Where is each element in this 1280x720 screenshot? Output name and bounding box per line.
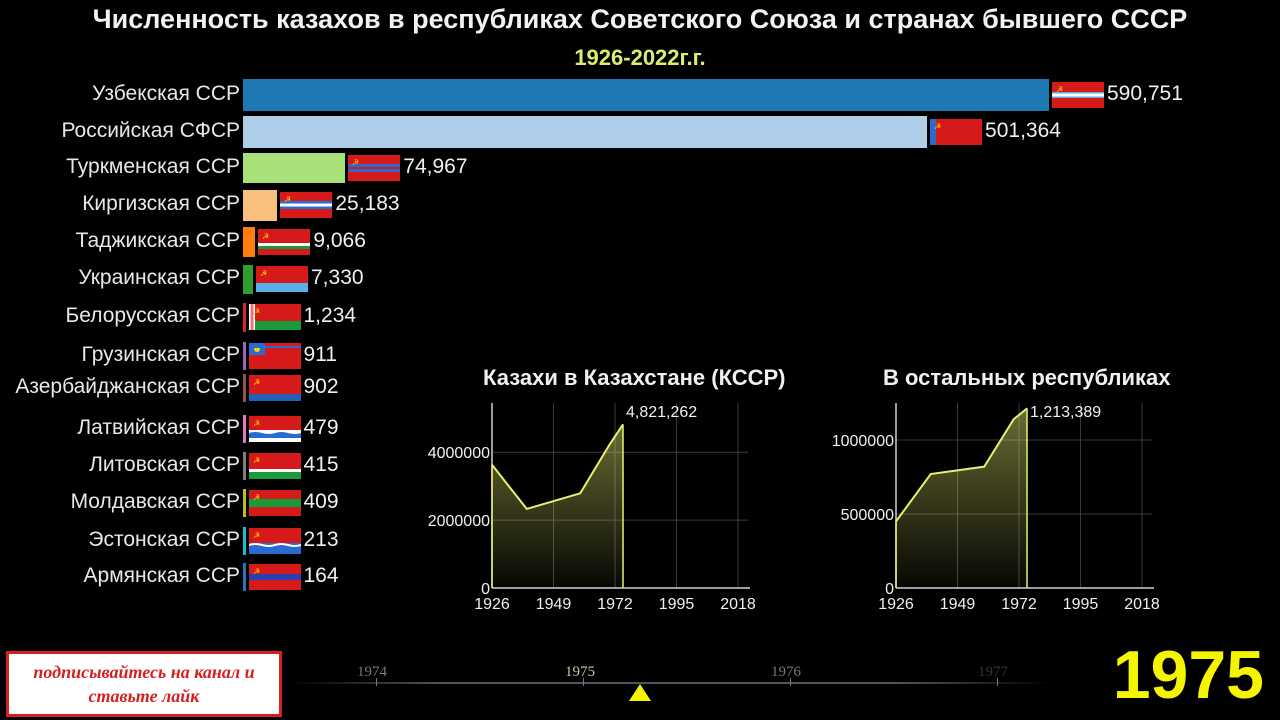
svg-text:☭: ☭ <box>253 307 260 316</box>
bar-value: 590,751 <box>1107 82 1183 105</box>
bar-label: Узбекская ССР <box>92 82 240 105</box>
timeline-tick <box>997 678 998 686</box>
moldavian-ssr-flag: ☭ <box>248 490 301 521</box>
subscribe-line-2: ставьте лайк <box>88 686 200 706</box>
bar-value: 501,364 <box>985 119 1061 142</box>
bar-value: 479 <box>303 416 339 439</box>
bar <box>243 527 246 555</box>
svg-text:☭: ☭ <box>253 567 260 576</box>
kirghiz-ssr-flag: ☭ <box>280 192 333 223</box>
bar <box>243 415 246 443</box>
bar-label: Молдавская ССР <box>70 490 240 513</box>
svg-text:☭: ☭ <box>262 232 269 241</box>
bar-value: 409 <box>303 490 339 513</box>
timeline-label: 1975 <box>565 664 595 680</box>
azerbaijan-ssr-flag: ☭ <box>248 375 301 406</box>
timeline-tick <box>376 678 377 686</box>
uzbek-ssr-flag: ☭ <box>1052 82 1104 113</box>
bar-label: Грузинская ССР <box>81 343 240 366</box>
bar <box>243 452 246 480</box>
chart-subtitle: 1926-2022г.г. <box>574 45 706 70</box>
georgian-ssr-flag <box>248 343 301 374</box>
bar <box>243 374 246 402</box>
bar-label: Азербайджанская ССР <box>15 375 240 398</box>
bar-label: Армянская ССР <box>83 564 240 587</box>
timeline[interactable]: 1974 1975 1976 1977 <box>290 660 1050 720</box>
bar-label: Украинская ССР <box>78 266 240 289</box>
svg-text:☭: ☭ <box>253 378 260 387</box>
bar-value: 25,183 <box>335 192 400 215</box>
bar <box>243 302 246 332</box>
timeline-label: 1976 <box>771 664 801 680</box>
svg-text:☭: ☭ <box>934 122 941 131</box>
svg-text:☭: ☭ <box>253 493 260 502</box>
svg-text:☭: ☭ <box>1056 85 1063 94</box>
bar <box>243 116 928 148</box>
bar-value: 74,967 <box>403 155 468 178</box>
turkmen-ssr-flag: ☭ <box>348 155 401 186</box>
bar-label: Таджикская ССР <box>75 229 240 252</box>
bar <box>243 264 253 294</box>
bar-value: 911 <box>303 343 337 366</box>
bar <box>243 153 346 183</box>
bar-value: 1,234 <box>303 304 357 327</box>
lithuanian-ssr-flag: ☭ <box>248 453 301 484</box>
bar-label: Туркменская ССР <box>66 155 240 178</box>
latvian-ssr-flag: ☭ <box>248 416 301 447</box>
bar-value: 213 <box>303 528 339 551</box>
bar <box>243 189 278 221</box>
ukrainian-ssr-flag: ☭ <box>256 266 308 297</box>
panel-title-kazakhstan: Казахи в Казахстане (КССР) <box>483 365 786 390</box>
subscribe-line-1: подписывайтесь на канал и <box>33 662 255 682</box>
svg-text:☭: ☭ <box>253 456 260 465</box>
bar-value: 902 <box>303 375 339 398</box>
bar <box>243 489 246 517</box>
timeline-track <box>290 682 1050 684</box>
bar-label: Латвийская ССР <box>77 416 240 439</box>
timeline-label: 1974 <box>357 664 387 680</box>
bar-value: 164 <box>303 564 339 587</box>
estonian-ssr-flag: ☭ <box>248 528 301 559</box>
bar-label: Киргизская ССР <box>82 192 240 215</box>
bar-label: Эстонская ССР <box>88 528 240 551</box>
timeline-tick <box>583 678 584 686</box>
bar-value: 9,066 <box>313 229 366 252</box>
svg-text:☭: ☭ <box>253 419 260 428</box>
subscribe-banner[interactable]: подписывайтесь на канал и ставьте лайк <box>6 651 282 717</box>
bar <box>243 342 246 370</box>
svg-text:☭: ☭ <box>284 195 291 204</box>
bar-label: Литовская ССР <box>89 453 240 476</box>
bar <box>243 227 256 257</box>
svg-text:☭: ☭ <box>352 158 359 167</box>
svg-text:☭: ☭ <box>260 269 267 278</box>
timeline-position-marker[interactable] <box>629 684 651 701</box>
chart-title: Численность казахов в республиках Советс… <box>92 4 1188 34</box>
current-year: 1975 <box>1112 637 1264 713</box>
panel-title-other-republics: В остальных республиках <box>883 365 1171 390</box>
bar <box>243 79 1049 111</box>
bar <box>243 563 246 591</box>
rsfsr-flag: ☭ <box>930 119 983 150</box>
armenian-ssr-flag: ☭ <box>248 564 301 595</box>
svg-text:☭: ☭ <box>253 531 260 540</box>
bar-label: Российская СФСР <box>61 119 240 142</box>
timeline-label: 1977 <box>978 664 1008 680</box>
bar-value: 415 <box>303 453 339 476</box>
bar-label: Белорусская ССР <box>65 304 240 327</box>
bar-value: 7,330 <box>311 266 364 289</box>
tajik-ssr-flag: ☭ <box>258 229 311 260</box>
bar-chart: Узбекская ССР ☭ 590,751 Российская СФСР ☭ 501… <box>15 79 1183 595</box>
timeline-tick <box>790 678 791 686</box>
byelorussian-ssr-flag: ☭ <box>248 304 301 335</box>
